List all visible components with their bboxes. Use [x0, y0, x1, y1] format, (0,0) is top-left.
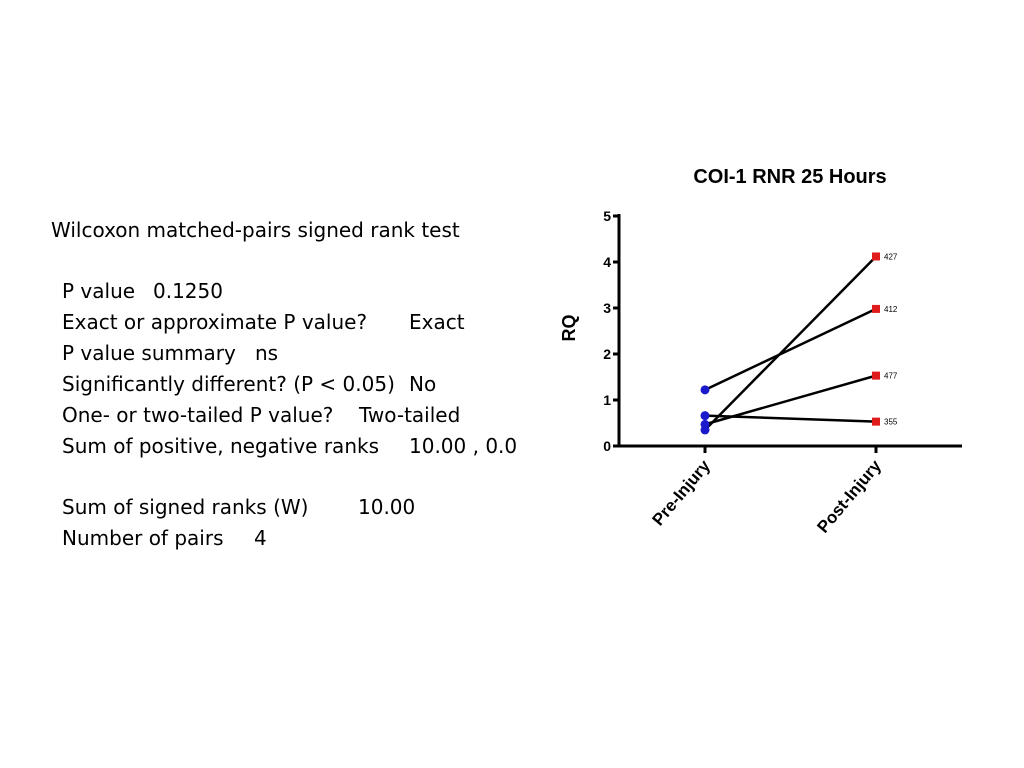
- stats-row-exact: Exact or approximate P value? Exact: [62, 310, 465, 334]
- chart-title: COI-1 RNR 25 Hours: [693, 166, 886, 188]
- pre-point: [700, 419, 710, 429]
- series-labels: 427 412 477 355: [884, 252, 898, 426]
- y-tick-label: 1: [603, 392, 611, 408]
- stats-panel: Wilcoxon matched-pairs signed rank test …: [51, 218, 517, 550]
- stats-label: Sum of positive, negative ranks: [62, 434, 379, 458]
- stats-label: Sum of signed ranks (W): [62, 495, 309, 519]
- stats-row-pairs: Number of pairs 4: [62, 526, 267, 550]
- series-label: 412: [884, 305, 898, 314]
- y-tick-label: 2: [603, 346, 611, 362]
- post-point: [872, 304, 880, 313]
- pre-point: [700, 385, 710, 395]
- series-line: [704, 307, 877, 392]
- series-line: [704, 414, 877, 423]
- x-tick-label: Post-Injury: [813, 456, 885, 537]
- y-tick-label: 4: [603, 254, 611, 270]
- stats-value: 10.00: [358, 495, 416, 519]
- pre-point: [700, 411, 710, 421]
- stats-value: 4: [254, 526, 267, 550]
- stats-value: 10.00 , 0.0: [409, 434, 518, 458]
- series-lines: [704, 255, 877, 431]
- series-label: 427: [884, 252, 898, 261]
- y-tick-label: 0: [603, 438, 611, 454]
- y-tick-label: 3: [603, 300, 611, 316]
- stats-row-tailed: One- or two-tailed P value? Two-tailed: [62, 403, 460, 427]
- data-points: [700, 252, 880, 435]
- y-axis-label: RQ: [559, 315, 579, 342]
- stats-heading: Wilcoxon matched-pairs signed rank test: [51, 218, 460, 242]
- stats-row-significant: Significantly different? (P < 0.05) No: [62, 372, 436, 396]
- post-point: [872, 417, 880, 426]
- x-tick-label: Pre-Injury: [648, 456, 714, 529]
- stats-label: P value: [62, 279, 136, 303]
- series-line: [704, 255, 877, 431]
- axes: 0 1 2 3 4 5 Pre-Injury Post-Injury: [603, 208, 962, 537]
- post-point: [872, 371, 880, 380]
- stats-label: P value summary: [62, 341, 236, 365]
- stats-label: One- or two-tailed P value?: [62, 403, 334, 427]
- stats-value: Exact: [409, 310, 465, 334]
- stats-value: No: [409, 372, 437, 396]
- stats-value: Two-tailed: [359, 403, 461, 427]
- stats-row-summary: P value summary ns: [62, 341, 278, 365]
- post-point: [872, 252, 880, 261]
- series-label: 355: [884, 418, 898, 427]
- stats-label: Significantly different? (P < 0.05): [62, 372, 395, 396]
- stats-row-p-value: P value 0.1250: [62, 279, 223, 303]
- stats-row-ranks: Sum of positive, negative ranks 10.00 , …: [62, 434, 517, 458]
- y-tick-label: 5: [603, 208, 611, 224]
- stats-label: Number of pairs: [62, 526, 224, 550]
- stats-value: 0.1250: [153, 279, 223, 303]
- stats-label: Exact or approximate P value?: [62, 310, 368, 334]
- stats-row-w: Sum of signed ranks (W) 10.00: [62, 495, 415, 519]
- stats-value: ns: [255, 341, 279, 365]
- series-label: 477: [884, 372, 898, 381]
